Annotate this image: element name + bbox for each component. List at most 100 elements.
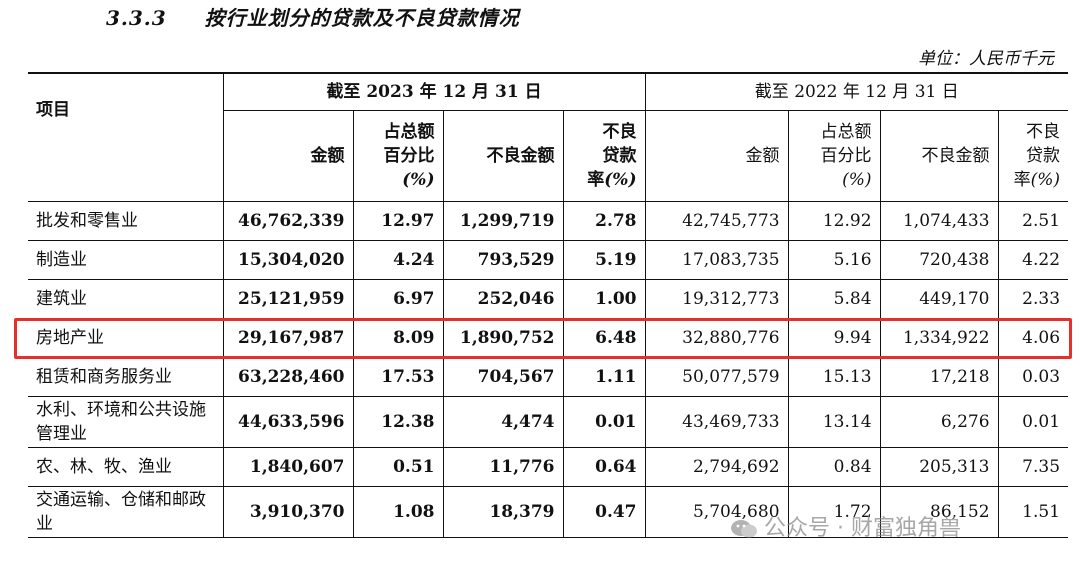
cell-npl-ratio-2022: 4.06 — [997, 318, 1069, 358]
cell-share-2022: 15.13 — [787, 357, 881, 397]
table-row: 交通运输、仓储和邮政业 3,910,370 1.08 18,379 0.47 5,704,… — [28, 486, 1069, 538]
row-industry-name: 农、林、牧、渔业 — [28, 447, 223, 487]
cell-npl-amount-2023: 793,529 — [442, 240, 563, 280]
cell-npl-ratio-2022: 0.03 — [997, 357, 1069, 397]
period-header-row: 项目 截至 2023 年 12 月 31 日 截至 2022 年 12 月 31… — [28, 72, 1069, 202]
cell-npl-ratio-2023: 0.01 — [562, 396, 646, 448]
table-row: 建筑业 25,121,959 6.97 252,046 1.00 19,312,773 5.… — [28, 279, 1069, 319]
cell-npl-ratio-2023: 0.47 — [562, 486, 646, 538]
cell-share-2022: 1.72 — [787, 486, 881, 538]
cell-amount-2023: 1,840,607 — [222, 447, 353, 487]
cell-amount-2023: 44,633,596 — [222, 396, 353, 448]
cell-npl-ratio-2023: 1.11 — [562, 357, 646, 397]
cell-npl-amount-2023: 11,776 — [442, 447, 563, 487]
cell-npl-ratio-2022: 2.33 — [997, 279, 1069, 319]
column-header-row: 金额 占总额 百分比 (%) 不良金额 不良 贷款 率(%) 金额 占总额 百分比 (%) … — [28, 110, 1069, 202]
cell-npl-ratio-2022: 4.22 — [997, 240, 1069, 280]
table-body: 批发和零售业 46,762,339 12.97 1,299,719 2.78 42,745… — [28, 201, 1069, 538]
cell-share-2023: 1.08 — [352, 486, 443, 538]
col-npl-ratio-2022: 不良 贷款 率(%) — [997, 110, 1069, 202]
row-industry-name: 水利、环境和公共设施管理业 — [28, 396, 223, 448]
cell-amount-2022: 50,077,579 — [644, 357, 789, 397]
col-amount-2022: 金额 — [644, 110, 789, 202]
cell-npl-ratio-2023: 5.19 — [562, 240, 646, 280]
cell-npl-ratio-2023: 6.48 — [562, 318, 646, 358]
table-row: 农、林、牧、渔业 1,840,607 0.51 11,776 0.64 2,794,692… — [28, 447, 1069, 487]
cell-share-2022: 9.94 — [787, 318, 881, 358]
cell-npl-amount-2023: 252,046 — [442, 279, 563, 319]
item-column-header: 项目 — [28, 72, 223, 202]
cell-amount-2022: 17,083,735 — [644, 240, 789, 280]
cell-npl-amount-2022: 17,218 — [879, 357, 999, 397]
table-row: 批发和零售业 46,762,339 12.97 1,299,719 2.78 42,745… — [28, 201, 1069, 241]
cell-share-2023: 4.24 — [352, 240, 443, 280]
cell-share-2023: 0.51 — [352, 447, 443, 487]
cell-npl-amount-2022: 1,334,922 — [879, 318, 999, 358]
cell-amount-2022: 42,745,773 — [644, 201, 789, 241]
section-heading: 3.3.3 按行业划分的贷款及不良贷款情况 — [106, 2, 520, 31]
table-row: 制造业 15,304,020 4.24 793,529 5.19 17,083,735 5.… — [28, 240, 1069, 280]
cell-npl-amount-2023: 18,379 — [442, 486, 563, 538]
cell-npl-ratio-2023: 1.00 — [562, 279, 646, 319]
col-npl-amount-2022: 不良金额 — [879, 110, 999, 202]
cell-npl-amount-2023: 4,474 — [442, 396, 563, 448]
cell-amount-2022: 2,794,692 — [644, 447, 789, 487]
col-share-2023: 占总额 百分比 (%) — [352, 110, 443, 202]
cell-amount-2023: 63,228,460 — [222, 357, 353, 397]
cell-amount-2022: 19,312,773 — [644, 279, 789, 319]
cell-npl-ratio-2022: 2.51 — [997, 201, 1069, 241]
col-npl-ratio-2023: 不良 贷款 率(%) — [562, 110, 646, 202]
cell-npl-ratio-2022: 7.35 — [997, 447, 1069, 487]
cell-npl-ratio-2022: 0.01 — [997, 396, 1069, 448]
cell-npl-amount-2023: 1,890,752 — [442, 318, 563, 358]
watermark: 公众号 · 财富独角兽 — [730, 510, 961, 542]
highlight-box — [14, 318, 1072, 359]
cell-npl-amount-2023: 704,567 — [442, 357, 563, 397]
cell-npl-amount-2022: 6,276 — [879, 396, 999, 448]
row-industry-name: 租赁和商务服务业 — [28, 357, 223, 397]
cell-amount-2022: 43,469,733 — [644, 396, 789, 448]
cell-share-2023: 12.38 — [352, 396, 443, 448]
cell-share-2023: 12.97 — [352, 201, 443, 241]
period-2023-header: 截至 2023 年 12 月 31 日 — [222, 72, 646, 111]
cell-npl-ratio-2023: 0.64 — [562, 447, 646, 487]
cell-amount-2023: 3,910,370 — [222, 486, 353, 538]
cell-amount-2023: 46,762,339 — [222, 201, 353, 241]
row-industry-name: 制造业 — [28, 240, 223, 280]
cell-amount-2023: 15,304,020 — [222, 240, 353, 280]
cell-share-2023: 6.97 — [352, 279, 443, 319]
cell-npl-ratio-2023: 2.78 — [562, 201, 646, 241]
cell-npl-amount-2022: 86,152 — [879, 486, 999, 538]
row-industry-name: 批发和零售业 — [28, 201, 223, 241]
row-industry-name: 交通运输、仓储和邮政业 — [28, 486, 223, 538]
cell-share-2023: 17.53 — [352, 357, 443, 397]
loans-by-industry-table: 项目 截至 2023 年 12 月 31 日 截至 2022 年 12 月 31… — [28, 72, 1069, 538]
table-row: 水利、环境和公共设施管理业 44,633,596 12.38 4,474 0.01 43,… — [28, 396, 1069, 448]
unit-label: 单位：人民币千元 — [918, 49, 1054, 69]
cell-amount-2022: 32,880,776 — [644, 318, 789, 358]
table-row: 租赁和商务服务业 63,228,460 17.53 704,567 1.11 50,077… — [28, 357, 1069, 397]
col-npl-amount-2023: 不良金额 — [442, 110, 563, 202]
watermark-text: 公众号 · 财富独角兽 — [764, 516, 961, 541]
cell-npl-amount-2023: 1,299,719 — [442, 201, 563, 241]
col-amount-2023: 金额 — [222, 110, 353, 202]
cell-share-2022: 12.92 — [787, 201, 881, 241]
cell-share-2022: 5.84 — [787, 279, 881, 319]
cell-npl-amount-2022: 205,313 — [879, 447, 999, 487]
row-industry-name: 建筑业 — [28, 279, 223, 319]
table-row: 房地产业 29,167,987 8.09 1,890,752 6.48 32,880,77… — [28, 318, 1069, 358]
cell-share-2023: 8.09 — [352, 318, 443, 358]
period-2022-header: 截至 2022 年 12 月 31 日 — [644, 72, 1069, 111]
cell-share-2022: 13.14 — [787, 396, 881, 448]
cell-npl-ratio-2022: 1.51 — [997, 486, 1069, 538]
cell-npl-amount-2022: 1,074,433 — [879, 201, 999, 241]
cell-amount-2023: 29,167,987 — [222, 318, 353, 358]
cell-amount-2023: 25,121,959 — [222, 279, 353, 319]
cell-share-2022: 0.84 — [787, 447, 881, 487]
section-number: 3.3.3 — [106, 6, 167, 30]
col-share-2022: 占总额 百分比 (%) — [787, 110, 881, 202]
section-title: 按行业划分的贷款及不良贷款情况 — [204, 6, 520, 30]
cell-npl-amount-2022: 449,170 — [879, 279, 999, 319]
wechat-icon — [730, 518, 758, 540]
cell-npl-amount-2022: 720,438 — [879, 240, 999, 280]
